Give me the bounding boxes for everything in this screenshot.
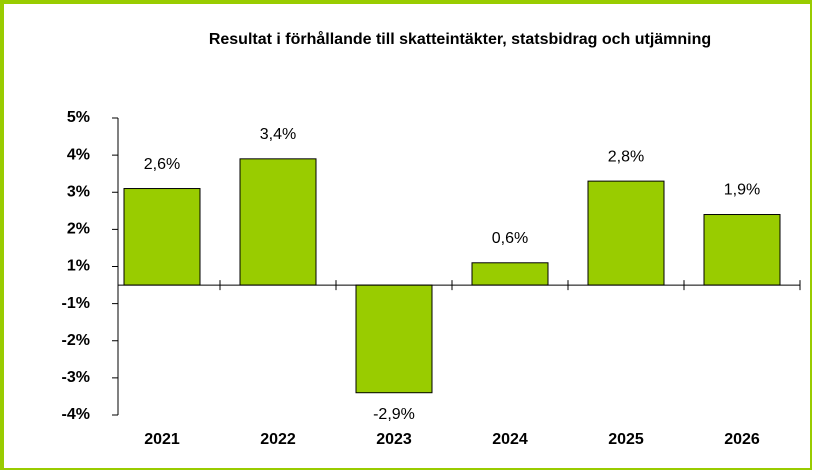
data-label: 1,9% xyxy=(724,182,760,199)
y-tick-label: -2% xyxy=(62,332,90,349)
y-tick-label: -1% xyxy=(62,295,90,312)
x-tick-label: 2021 xyxy=(144,431,180,448)
bar xyxy=(703,214,781,286)
data-label: 3,4% xyxy=(260,126,296,143)
x-tick-label: 2022 xyxy=(260,431,296,448)
y-tick-label: 3% xyxy=(67,183,90,200)
x-tick-label: 2026 xyxy=(724,431,760,448)
bar xyxy=(587,180,665,286)
data-label: 0,6% xyxy=(492,230,528,247)
y-tick-label: 2% xyxy=(67,221,90,238)
x-tick-label: 2024 xyxy=(492,431,528,448)
data-label: 2,6% xyxy=(144,156,180,173)
data-label: 2,8% xyxy=(608,148,644,165)
bar xyxy=(355,284,433,394)
data-label: -2,9% xyxy=(373,406,415,423)
x-tick-label: 2023 xyxy=(376,431,412,448)
chart-title: Resultat i förhållande till skatteintäkt… xyxy=(208,31,712,48)
bar xyxy=(471,262,549,286)
y-tick-label: 5% xyxy=(67,109,90,126)
bar xyxy=(239,158,317,286)
y-tick-label: -4% xyxy=(62,406,90,423)
y-tick-label: -3% xyxy=(62,369,90,386)
y-tick-label: 1% xyxy=(67,258,90,275)
bar xyxy=(123,188,201,286)
x-tick-label: 2025 xyxy=(608,431,644,448)
y-tick-label: 4% xyxy=(67,146,90,163)
